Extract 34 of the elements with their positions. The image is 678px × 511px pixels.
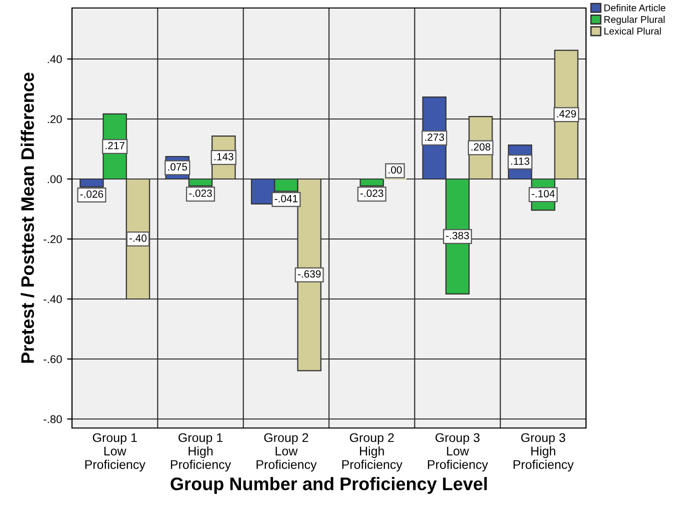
data-label: .273 (425, 133, 444, 141)
legend-label: Lexical Plural (604, 27, 661, 35)
data-label: -.041 (274, 194, 298, 202)
data-label: .217 (106, 142, 124, 150)
y-axis-title: Pretest / Posttest Mean Difference (20, 72, 34, 363)
legend-label: Regular Plural (604, 16, 665, 25)
data-label: -.639 (298, 270, 321, 278)
x-tick-label: Group 1 Low Proficiency (85, 433, 146, 472)
x-tick-label: Group 2 Low Proficiency (256, 433, 317, 472)
data-label: -.026 (80, 190, 104, 198)
y-tick-label: -.60 (44, 355, 62, 364)
data-label: .00 (388, 166, 402, 174)
data-label: -.383 (446, 232, 469, 240)
y-tick-label: -.80 (44, 415, 62, 424)
y-tick-label: -.20 (44, 235, 62, 244)
y-tick-label: .20 (48, 115, 62, 124)
data-label: .113 (511, 157, 530, 165)
x-tick-label: Group 2 High Proficiency (342, 433, 402, 472)
data-label: -.40 (129, 234, 147, 242)
x-tick-label: Group 3 High Proficiency (514, 433, 574, 472)
data-label: .075 (168, 163, 188, 171)
data-label: .429 (557, 110, 576, 118)
data-label: .143 (214, 152, 234, 160)
y-tick-label: .40 (48, 55, 62, 64)
data-label: -.023 (360, 190, 384, 197)
y-tick-label: -.40 (44, 295, 62, 304)
data-label: -.104 (532, 190, 555, 198)
x-tick-label: Group 3 Low Proficiency (428, 433, 488, 472)
data-label: .208 (471, 143, 490, 151)
y-tick-label: .00 (48, 175, 62, 184)
x-tick-label: Group 1 High Proficiency (170, 433, 232, 472)
data-label: -.023 (189, 190, 212, 197)
legend-label: Definite Article (604, 4, 666, 12)
x-axis-title: Group Number and Proficiency Level (170, 476, 487, 494)
